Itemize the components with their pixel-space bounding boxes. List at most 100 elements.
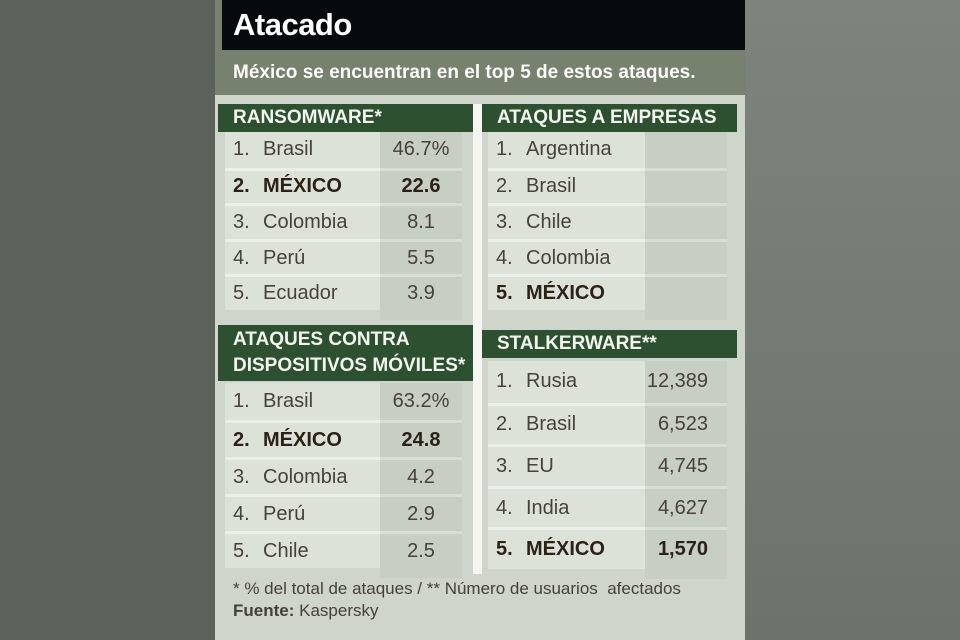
table-empresas: ATAQUES A EMPRESAS 1. Argentina 2. Brasil …: [482, 104, 737, 320]
rank-label: 1.: [496, 138, 513, 161]
table-row-highlight: 5. MÉXICO: [488, 274, 727, 310]
rank-label: 3.: [496, 210, 513, 233]
value-label: 4,745: [645, 444, 727, 486]
section-header-text: STALKERWARE**: [497, 333, 657, 354]
section-header-moviles: ATAQUES CONTRA DISPOSITIVOS MÓVILES*: [218, 325, 473, 381]
section-header-stalkerware: STALKERWARE**: [482, 330, 737, 358]
table-row-highlight: 5. MÉXICO 1,570: [488, 527, 727, 569]
infographic-panel: Atacado México se encuentran en el top 5…: [215, 0, 745, 640]
table-row: 4. Perú 5.5: [225, 238, 462, 275]
value-label: [645, 274, 727, 310]
country-label: MÉXICO: [263, 175, 342, 198]
value-label: 5.5: [380, 238, 462, 275]
table-body: 1. Brasil 46.7% 2. MÉXICO 22.6 3. Colombia …: [225, 132, 462, 310]
rank-label: 5.: [496, 282, 513, 305]
value-label: 4,627: [645, 485, 727, 528]
table-row: 1. Rusia 12,389: [488, 361, 727, 403]
table-row: 5. Chile 2.5: [225, 531, 462, 568]
section-header-text: ATAQUES A EMPRESAS: [497, 107, 717, 128]
country-label: Argentina: [526, 138, 612, 161]
table-row: 4. Perú 2.9: [225, 494, 462, 531]
value-label: 4.2: [380, 457, 462, 494]
country-label: Ecuador: [263, 282, 338, 305]
rank-label: 4.: [233, 502, 250, 525]
rank-label: 1.: [233, 390, 250, 412]
value-label: 63.2%: [380, 383, 462, 420]
page-title: Atacado: [233, 7, 352, 42]
rank-label: 2.: [233, 175, 250, 198]
country-label: Rusia: [526, 370, 578, 393]
value-label: 12,389: [645, 361, 727, 403]
title-bar: Atacado: [222, 0, 745, 50]
table-row: 3. EU 4,745: [488, 444, 727, 486]
rank-label: 3.: [233, 210, 250, 233]
table-row: 4. India 4,627: [488, 485, 727, 528]
country-label: EU: [526, 454, 554, 477]
country-label: MÉXICO: [526, 538, 605, 561]
country-label: Colombia: [526, 246, 611, 269]
country-label: Perú: [263, 502, 306, 525]
source-line: Fuente: Kaspersky: [233, 600, 738, 622]
section-header-text-line2: DISPOSITIVOS MÓVILES*: [233, 355, 466, 376]
table-stalkerware: STALKERWARE** 1. Rusia 12,389 2. Brasil 6,…: [482, 330, 737, 579]
country-label: Colombia: [263, 210, 348, 233]
table-row: 5. Ecuador 3.9: [225, 274, 462, 310]
value-label: 2.9: [380, 494, 462, 531]
rank-label: 4.: [496, 496, 513, 519]
value-label: 3.9: [380, 274, 462, 310]
table-body: 1. Argentina 2. Brasil 3. Chile 4. Colombia …: [488, 132, 727, 310]
value-label: 22.6: [380, 167, 462, 204]
table-row: 2. Brasil: [488, 167, 727, 204]
section-header-empresas: ATAQUES A EMPRESAS: [482, 104, 737, 132]
country-label: Chile: [263, 539, 309, 562]
country-label: Brasil: [526, 413, 577, 436]
value-label: 46.7%: [380, 132, 462, 168]
rank-label: 5.: [233, 282, 250, 305]
rank-label: 5.: [233, 539, 250, 562]
value-label: 6,523: [645, 402, 727, 445]
right-margin: [745, 0, 960, 640]
source-value: Kaspersky: [299, 601, 379, 620]
table-row: 3. Colombia 8.1: [225, 203, 462, 239]
country-label: Brasil: [263, 138, 314, 161]
value-label: 1,570: [645, 527, 727, 569]
section-header-ransomware: RANSOMWARE*: [218, 104, 473, 132]
source-label: Fuente:: [233, 601, 295, 620]
column-divider: [473, 104, 482, 574]
country-label: MÉXICO: [526, 282, 605, 305]
table-body: 1. Brasil 63.2% 2. MÉXICO 24.8 3. Colombia …: [225, 383, 462, 568]
section-header-text: RANSOMWARE*: [233, 107, 382, 128]
country-label: MÉXICO: [263, 428, 342, 451]
subtitle-text: México se encuentran en el top 5 de esto…: [233, 61, 696, 83]
value-label: 24.8: [380, 420, 462, 457]
value-column-extension: [645, 569, 727, 579]
rank-label: 2.: [496, 413, 513, 436]
country-label: Brasil: [526, 175, 577, 198]
table-row: 1. Brasil 63.2%: [225, 383, 462, 420]
rank-label: 4.: [496, 246, 513, 269]
table-row: 1. Argentina: [488, 132, 727, 168]
section-header-text-line1: ATAQUES CONTRA: [233, 329, 410, 350]
value-label: 2.5: [380, 531, 462, 568]
footer: * % del total de ataques / ** Número de …: [233, 578, 738, 622]
value-label: [645, 167, 727, 204]
rank-label: 5.: [496, 538, 513, 561]
subtitle-bar: México se encuentran en el top 5 de esto…: [215, 50, 745, 95]
table-row-highlight: 2. MÉXICO 24.8: [225, 420, 462, 457]
top-olive-band: Atacado México se encuentran en el top 5…: [215, 0, 745, 95]
table-ransomware: RANSOMWARE* 1. Brasil 46.7% 2. MÉXICO 22.6…: [218, 104, 473, 320]
footer-note: * % del total de ataques / ** Número de …: [233, 579, 681, 598]
rank-label: 1.: [233, 138, 250, 161]
table-body: 1. Rusia 12,389 2. Brasil 6,523 3. EU 4,745…: [488, 361, 727, 569]
value-label: [645, 203, 727, 239]
table-row: 1. Brasil 46.7%: [225, 132, 462, 168]
rank-label: 3.: [233, 465, 250, 488]
country-label: India: [526, 496, 570, 519]
table-row: 4. Colombia: [488, 238, 727, 275]
rank-label: 2.: [233, 428, 250, 451]
rank-label: 1.: [496, 370, 513, 393]
rank-label: 3.: [496, 454, 513, 477]
rank-label: 2.: [496, 175, 513, 198]
table-moviles: ATAQUES CONTRA DISPOSITIVOS MÓVILES* 1. B…: [218, 325, 473, 578]
table-row: 2. Brasil 6,523: [488, 402, 727, 445]
